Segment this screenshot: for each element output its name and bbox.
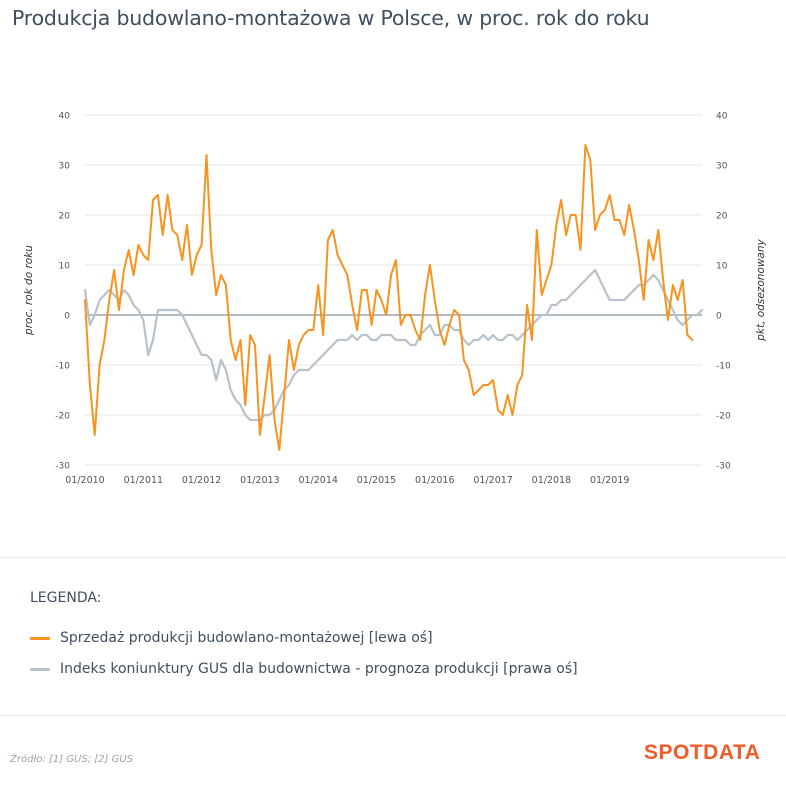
- y-tick-label-right: -30: [716, 462, 731, 472]
- chart-area: 40 40 30 30 20 20 10 10 0 0 -10 -10 -20 -20 -30 -30 01/2…: [23, 112, 767, 487]
- x-tick-label: 01/2011: [124, 475, 163, 486]
- legend-heading: LEGENDA:: [30, 590, 102, 606]
- x-tick-label: 01/2014: [298, 475, 337, 486]
- y-tick-label-left: 30: [59, 162, 71, 172]
- legend-item-index: Indeks koniunktury GUS dla budownictwa -…: [30, 661, 578, 677]
- x-tick-label: 01/2012: [182, 475, 221, 486]
- chart-title: Produkcja budowlano-montażowa w Polsce, …: [12, 6, 650, 30]
- x-tick-label: 01/2019: [590, 475, 629, 486]
- y-axis-label-right: pkt, odsezonowany: [755, 238, 767, 341]
- y-tick-label-right: 20: [716, 212, 728, 222]
- y-tick-label-right: 0: [716, 312, 722, 322]
- y-tick-label-left: 10: [59, 262, 71, 272]
- y-tick-label-right: 30: [716, 162, 728, 172]
- legend-swatch-index: [30, 667, 50, 671]
- divider: [0, 715, 786, 716]
- x-tick-label: 01/2010: [65, 475, 104, 486]
- series-line-sales: [84, 144, 694, 451]
- divider: [0, 557, 786, 558]
- y-tick-label-right: 40: [716, 112, 728, 122]
- x-tick-label: 01/2018: [532, 475, 571, 486]
- legend-label-sales: Sprzedaż produkcji budowlano-montażowej …: [60, 630, 433, 646]
- legend-label-index: Indeks koniunktury GUS dla budownictwa -…: [60, 661, 578, 677]
- y-tick-label-right: -20: [716, 412, 731, 422]
- legend-item-sales: Sprzedaż produkcji budowlano-montażowej …: [30, 630, 433, 646]
- spotdata-logo: SPOTDATA: [644, 741, 760, 765]
- y-tick-label-left: 20: [59, 212, 71, 222]
- y-tick-label-left: 40: [59, 112, 71, 122]
- logo-text: SPOTDATA: [644, 741, 761, 764]
- y-tick-label-left: -20: [55, 412, 70, 422]
- y-axis-label-left: proc. rok do roku: [23, 245, 35, 336]
- x-tick-label: 01/2017: [473, 475, 512, 486]
- y-tick-label-left: -10: [55, 362, 70, 372]
- series-line-index: [83, 268, 704, 422]
- x-tick-label: 01/2016: [415, 475, 454, 486]
- x-tick-label: 01/2015: [357, 475, 396, 486]
- y-tick-label-right: 10: [716, 262, 728, 272]
- y-tick-label-left: 0: [64, 312, 70, 322]
- source-note: Źródło: [1] GUS; [2] GUS: [10, 754, 134, 765]
- y-tick-label-left: -30: [55, 462, 70, 472]
- y-tick-label-right: -10: [716, 362, 731, 372]
- legend-swatch-sales: [30, 636, 50, 640]
- x-tick-label: 01/2013: [240, 475, 279, 486]
